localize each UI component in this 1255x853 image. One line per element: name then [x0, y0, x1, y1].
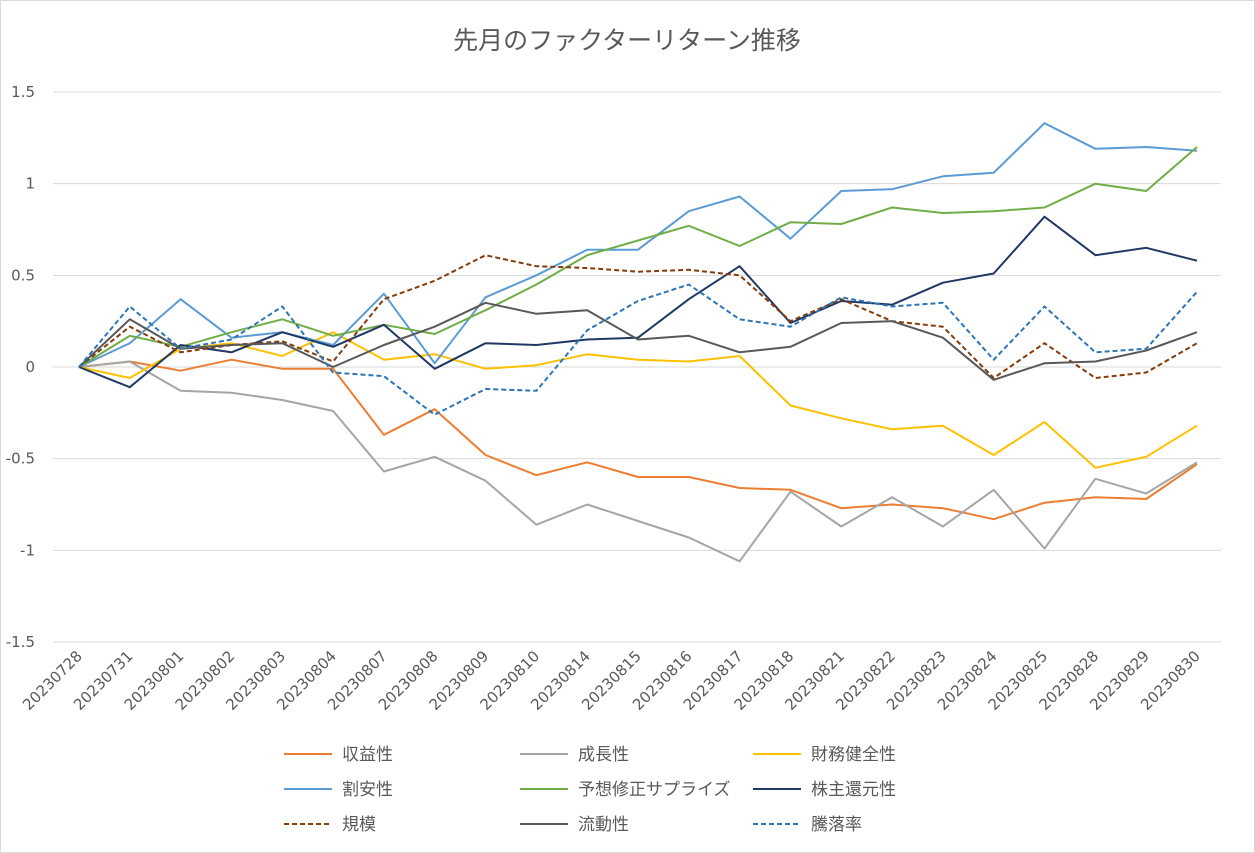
series-line: [78, 360, 1198, 563]
series-line: [78, 283, 1198, 416]
legend-label: 財務健全性: [811, 745, 896, 765]
y-axis-ticks: 1.5 1 0.5 0 -0.5 -1 -1.5: [6, 83, 35, 651]
y-tick-label: 0: [25, 358, 35, 376]
series-line: [78, 122, 1198, 368]
y-tick-label: 1: [25, 175, 35, 193]
y-tick-label: -0.5: [6, 450, 35, 468]
y-tick-label: -1.5: [6, 633, 35, 651]
gridlines: [53, 91, 1221, 643]
legend-label: 規模: [342, 815, 376, 835]
series-line: [78, 254, 1198, 379]
series-line: [78, 358, 1198, 521]
legend-label: 収益性: [342, 745, 393, 765]
legend-label: 流動性: [578, 815, 629, 835]
chart-title: 先月のファクターリターン推移: [453, 26, 801, 55]
series-line: [78, 215, 1198, 389]
legend-label: 予想修正サプライズ: [578, 780, 731, 800]
y-tick-label: 1.5: [11, 83, 35, 101]
y-tick-label: -1: [20, 541, 35, 559]
series-line: [78, 146, 1198, 368]
legend-label: 割安性: [342, 780, 393, 800]
series-line: [78, 331, 1198, 469]
series-lines: [78, 122, 1198, 563]
series-line: [78, 301, 1198, 381]
legend-label: 株主還元性: [811, 780, 896, 800]
y-tick-label: 0.5: [11, 266, 35, 284]
x-axis-ticks: 2023072820230731202308012023080220230803…: [19, 647, 1204, 714]
legend-label: 騰落率: [811, 815, 862, 835]
legend-label: 成長性: [578, 745, 629, 765]
